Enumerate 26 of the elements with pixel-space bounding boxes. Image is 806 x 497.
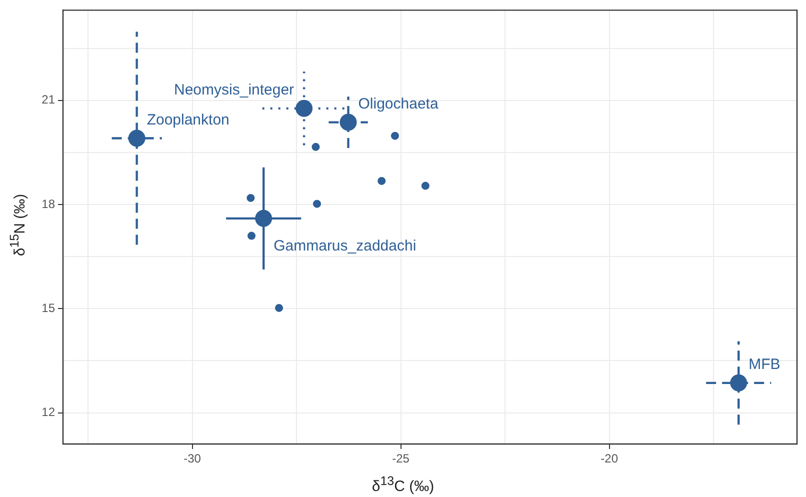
- series-label: Zooplankton: [146, 111, 230, 128]
- point: [248, 232, 256, 240]
- y-tick-label: 18: [42, 196, 56, 211]
- point: [255, 210, 272, 227]
- y-tick-label: 21: [42, 92, 56, 107]
- point: [275, 304, 284, 312]
- point: [128, 130, 146, 147]
- x-tick-label: -25: [392, 452, 410, 466]
- point: [340, 114, 357, 131]
- point: [378, 176, 386, 185]
- series-label: Neomysis_integer: [174, 81, 294, 98]
- x-tick-label: -30: [184, 452, 202, 466]
- x-axis-title: δ$^{13}$C (‰): [370, 474, 436, 495]
- x-tick-label: -20: [600, 452, 618, 466]
- point: [246, 194, 255, 202]
- series-label: Gammarus_zaddachi: [274, 237, 416, 254]
- y-tick-label: 15: [42, 300, 56, 315]
- point: [312, 200, 321, 208]
- point: [296, 100, 313, 117]
- y-tick-label: 12: [42, 405, 56, 420]
- series-label: Oligochaeta: [358, 95, 439, 112]
- series-label: MFB: [748, 356, 780, 373]
- point: [421, 182, 430, 190]
- point: [730, 374, 748, 392]
- point: [312, 142, 320, 151]
- point: [390, 132, 399, 140]
